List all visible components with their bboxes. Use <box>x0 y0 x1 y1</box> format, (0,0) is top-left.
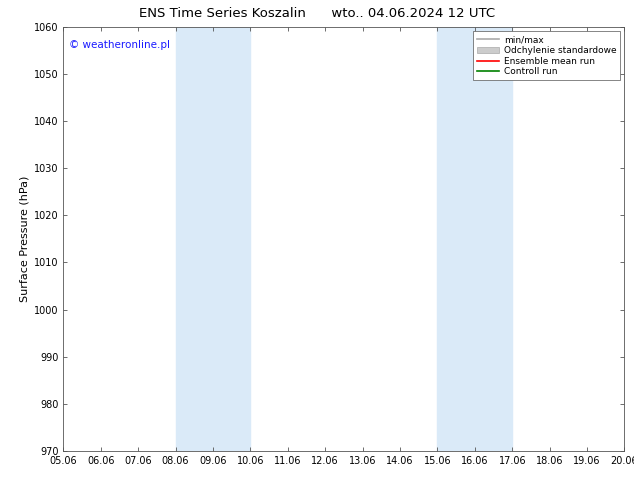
Bar <box>437 27 512 451</box>
Text: © weatheronline.pl: © weatheronline.pl <box>69 40 170 49</box>
Legend: min/max, Odchylenie standardowe, Ensemble mean run, Controll run: min/max, Odchylenie standardowe, Ensembl… <box>473 31 620 80</box>
Text: ENS Time Series Koszalin      wto.. 04.06.2024 12 UTC: ENS Time Series Koszalin wto.. 04.06.202… <box>139 7 495 21</box>
Y-axis label: Surface Pressure (hPa): Surface Pressure (hPa) <box>20 176 30 302</box>
Bar <box>176 27 250 451</box>
